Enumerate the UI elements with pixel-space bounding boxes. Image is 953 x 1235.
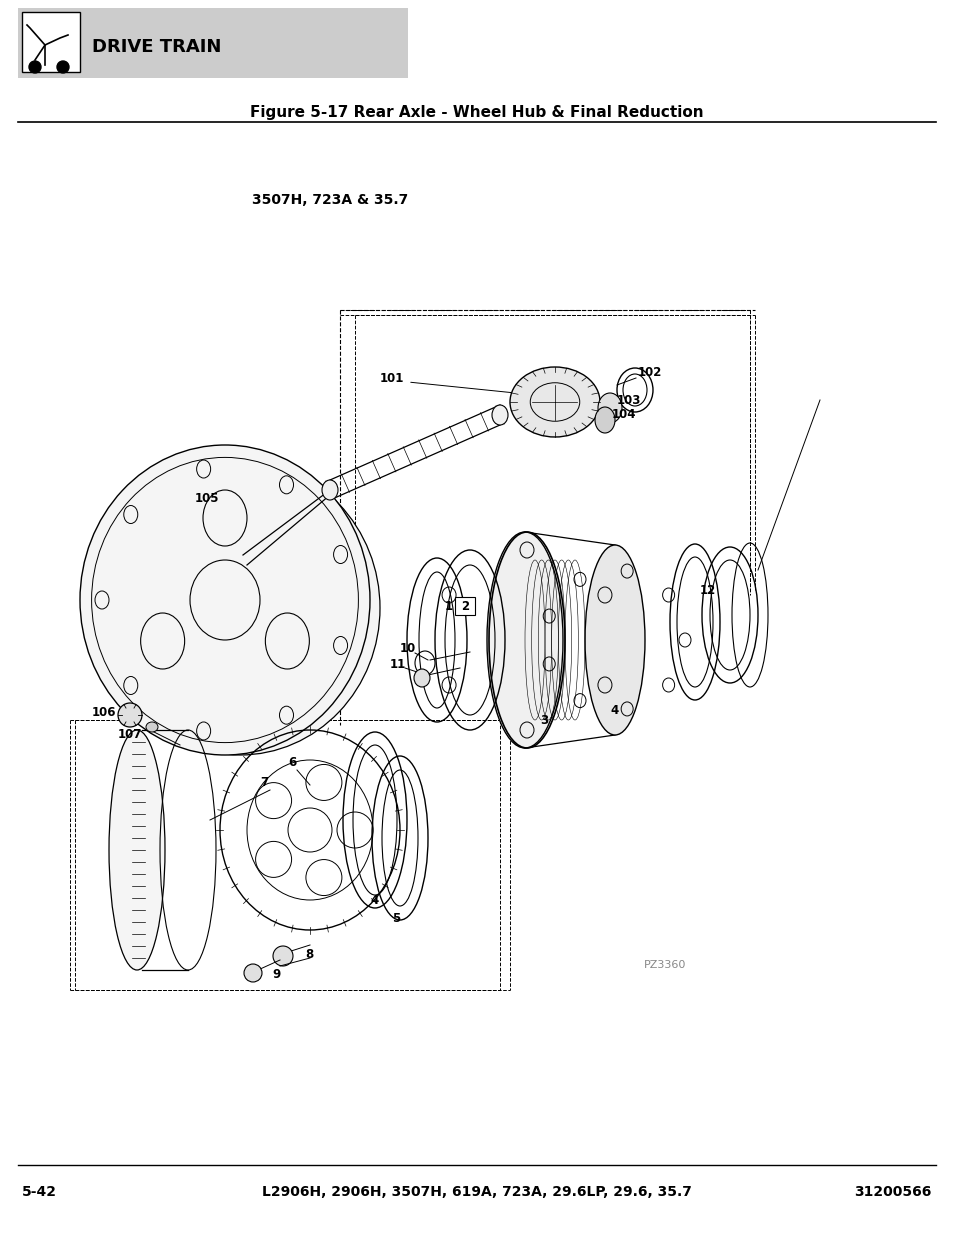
Circle shape	[29, 61, 41, 73]
Text: 8: 8	[305, 948, 313, 962]
Text: 4: 4	[609, 704, 618, 716]
Text: 6: 6	[288, 756, 296, 768]
Text: 31200566: 31200566	[854, 1186, 931, 1199]
Text: 101: 101	[379, 372, 404, 384]
Ellipse shape	[414, 669, 430, 687]
Circle shape	[57, 61, 69, 73]
Text: 4: 4	[370, 893, 377, 906]
Ellipse shape	[492, 405, 507, 425]
Text: 5: 5	[392, 911, 400, 925]
FancyBboxPatch shape	[18, 7, 408, 78]
Text: 10: 10	[399, 641, 416, 655]
Text: 105: 105	[194, 492, 219, 505]
Ellipse shape	[109, 730, 165, 969]
Text: 102: 102	[638, 366, 661, 378]
Ellipse shape	[486, 532, 562, 748]
Text: 1: 1	[444, 599, 453, 613]
Ellipse shape	[80, 445, 370, 755]
Ellipse shape	[273, 946, 293, 966]
Ellipse shape	[244, 965, 262, 982]
Text: 11: 11	[390, 657, 406, 671]
Ellipse shape	[146, 722, 158, 732]
FancyBboxPatch shape	[455, 597, 475, 615]
Bar	[22, 12, 80, 72]
Ellipse shape	[100, 461, 379, 755]
Ellipse shape	[598, 393, 621, 424]
Text: 106: 106	[91, 705, 116, 719]
Text: 7: 7	[260, 776, 268, 788]
Text: 3507H, 723A & 35.7: 3507H, 723A & 35.7	[252, 193, 408, 207]
Ellipse shape	[595, 408, 615, 433]
Text: 12: 12	[700, 583, 716, 597]
Text: L2906H, 2906H, 3507H, 619A, 723A, 29.6LP, 29.6, 35.7: L2906H, 2906H, 3507H, 619A, 723A, 29.6LP…	[262, 1186, 691, 1199]
Ellipse shape	[584, 545, 644, 735]
Text: 5-42: 5-42	[22, 1186, 57, 1199]
Text: 2: 2	[460, 599, 469, 613]
Text: PZ3360: PZ3360	[643, 960, 685, 969]
Ellipse shape	[322, 480, 337, 500]
Ellipse shape	[118, 703, 142, 727]
Text: 104: 104	[612, 409, 636, 421]
Text: 103: 103	[617, 394, 640, 406]
Text: 3: 3	[539, 714, 548, 726]
Text: Figure 5-17 Rear Axle - Wheel Hub & Final Reduction: Figure 5-17 Rear Axle - Wheel Hub & Fina…	[250, 105, 703, 120]
Text: 9: 9	[272, 968, 280, 982]
Text: 107: 107	[118, 729, 142, 741]
Text: DRIVE TRAIN: DRIVE TRAIN	[91, 38, 221, 56]
Ellipse shape	[510, 367, 599, 437]
Ellipse shape	[232, 473, 268, 727]
